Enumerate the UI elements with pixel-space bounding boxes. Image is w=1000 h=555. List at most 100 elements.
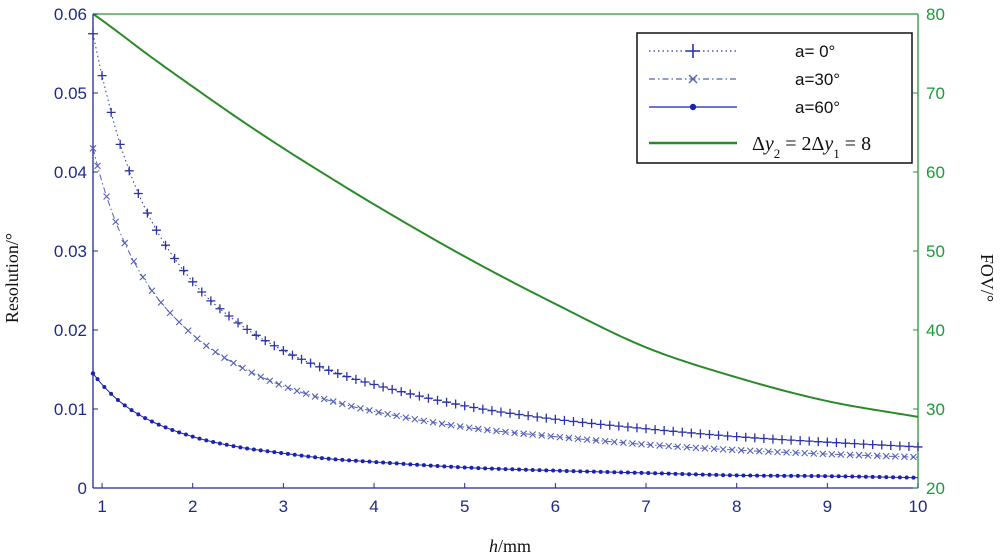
plus-marker <box>387 384 397 394</box>
plus-marker <box>786 435 796 445</box>
dot-marker <box>884 475 889 480</box>
dot-marker <box>891 475 896 480</box>
x-tick-label: 6 <box>551 497 560 516</box>
dot-marker <box>775 473 780 478</box>
dot-marker <box>374 460 379 465</box>
x-marker <box>665 442 673 450</box>
plus-marker <box>88 28 98 39</box>
x-marker <box>393 412 401 420</box>
plus-marker <box>206 296 216 306</box>
dot-marker <box>333 457 338 462</box>
dot-marker <box>204 438 209 443</box>
dot-marker <box>598 469 603 474</box>
x-marker <box>674 443 682 451</box>
dot-marker <box>211 439 216 444</box>
dot-marker <box>149 419 154 424</box>
dot-marker <box>476 466 481 471</box>
x-axis-label: h/mm <box>489 536 531 555</box>
legend-label-equation: Δy2 = 2Δy1 = 8 <box>752 133 871 161</box>
dot-marker <box>449 464 454 469</box>
plus-marker <box>106 107 116 117</box>
x-marker <box>502 428 509 436</box>
x-tick-label: 2 <box>188 497 197 516</box>
legend-plus-marker <box>686 44 700 58</box>
plus-marker <box>423 393 433 403</box>
plus-marker <box>278 346 288 356</box>
x-marker <box>629 440 636 447</box>
dot-marker <box>911 475 916 480</box>
x-marker <box>810 450 818 457</box>
dot-marker <box>136 412 141 417</box>
dot-marker <box>428 463 433 468</box>
plus-marker <box>161 240 171 250</box>
x-tick-label: 9 <box>823 497 832 516</box>
x-marker <box>357 404 364 412</box>
x-marker <box>329 398 337 405</box>
y-left-tick-label: 0.03 <box>54 242 87 261</box>
dot-marker <box>802 473 807 478</box>
dot-marker <box>530 467 535 472</box>
plus-marker <box>170 254 180 264</box>
x-tick-label: 1 <box>97 497 106 516</box>
plus-marker <box>641 424 651 434</box>
series-layer <box>88 13 923 480</box>
dot-marker <box>238 445 243 450</box>
x-marker <box>901 453 908 461</box>
dot-marker <box>90 371 96 376</box>
x-marker <box>94 162 101 170</box>
plus-marker <box>859 439 869 449</box>
plus-marker <box>741 432 751 442</box>
x-marker <box>157 299 165 306</box>
dot-marker <box>734 473 739 478</box>
y-axis-right-label: FOV/° <box>977 254 997 302</box>
plus-marker <box>804 436 814 446</box>
x-marker <box>529 431 537 438</box>
x-marker <box>103 193 110 200</box>
plus-marker <box>478 404 488 414</box>
dot-marker <box>122 403 127 408</box>
plus-marker <box>886 441 896 451</box>
y-left-tick-label: 0.06 <box>54 5 87 24</box>
y-right-tick-label: 70 <box>926 84 945 103</box>
x-marker <box>728 446 736 454</box>
x-marker <box>139 273 147 281</box>
x-marker <box>755 447 763 455</box>
dot-marker <box>408 462 413 467</box>
dot-marker <box>279 450 284 455</box>
x-marker <box>202 342 210 350</box>
x-marker <box>420 417 428 425</box>
legend-label: a=60° <box>795 98 840 117</box>
x-marker <box>647 441 654 449</box>
dot-marker <box>102 384 107 389</box>
plus-marker <box>904 441 914 451</box>
legend-entry-2: a=60° <box>649 98 840 117</box>
plus-marker <box>822 437 832 447</box>
plus-marker <box>723 431 733 441</box>
dot-marker <box>347 458 352 463</box>
dot-marker <box>455 465 460 470</box>
series-3-line <box>92 13 919 418</box>
dot-marker <box>666 471 671 476</box>
y-left-tick-label: 0.02 <box>54 321 87 340</box>
dot-marker <box>251 447 256 452</box>
x-marker <box>710 445 718 453</box>
plus-marker <box>704 430 714 440</box>
x-marker <box>347 402 355 410</box>
dot-marker <box>265 449 270 454</box>
x-marker <box>474 425 482 433</box>
x-marker <box>366 407 373 414</box>
x-marker <box>846 451 854 459</box>
dot-marker <box>653 471 658 476</box>
x-marker <box>284 384 292 392</box>
plus-marker <box>324 365 334 375</box>
dot-marker <box>591 469 596 474</box>
plus-marker <box>605 420 615 430</box>
x-marker <box>89 144 97 152</box>
plus-marker <box>333 369 343 379</box>
plus-marker <box>197 287 207 297</box>
plus-marker <box>777 435 787 445</box>
dot-marker <box>387 460 392 465</box>
x-marker <box>656 442 664 449</box>
x-marker <box>882 452 890 460</box>
